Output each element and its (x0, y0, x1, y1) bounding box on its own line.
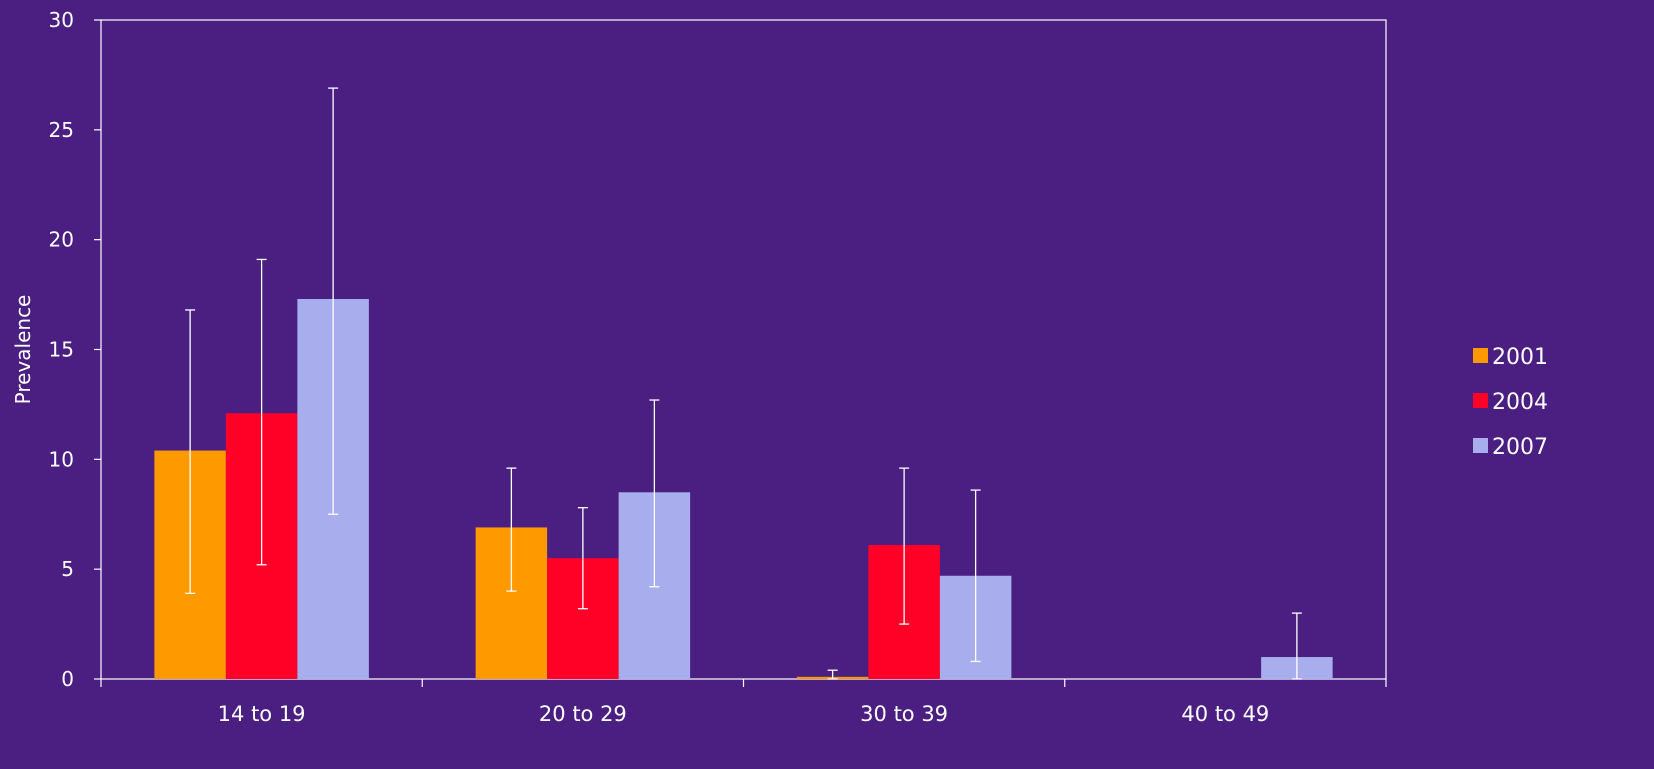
y-tick-label: 15 (49, 338, 74, 362)
legend-label: 2001 (1492, 345, 1548, 370)
legend-swatch (1473, 393, 1488, 408)
y-tick-label: 30 (49, 8, 74, 32)
x-tick-label: 40 to 49 (1181, 702, 1269, 726)
y-axis-title: Prevalence (11, 295, 35, 405)
legend-label: 2004 (1492, 390, 1548, 415)
y-tick-label: 20 (49, 228, 74, 252)
y-tick-label: 5 (61, 557, 74, 581)
legend-swatch (1473, 438, 1488, 453)
legend-swatch (1473, 348, 1488, 363)
y-tick-label: 10 (49, 447, 74, 471)
y-tick-label: 0 (61, 667, 74, 691)
x-tick-label: 14 to 19 (218, 702, 306, 726)
x-tick-label: 30 to 39 (860, 702, 948, 726)
legend-label: 2007 (1492, 435, 1548, 460)
y-tick-label: 25 (49, 118, 74, 142)
x-tick-label: 20 to 29 (539, 702, 627, 726)
